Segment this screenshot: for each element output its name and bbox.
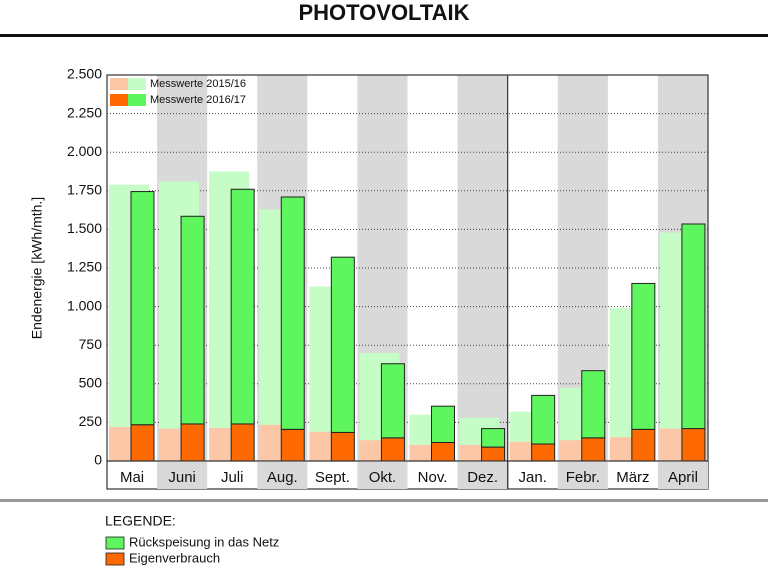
bar-segment bbox=[681, 428, 706, 462]
x-tick-label: Juli bbox=[221, 469, 244, 486]
bar-segment bbox=[130, 424, 155, 462]
band-shade bbox=[457, 462, 508, 489]
legend-swatch bbox=[110, 94, 128, 106]
y-tick-label: 0 bbox=[94, 452, 102, 468]
x-tick-label: Dez. bbox=[467, 469, 498, 486]
bar-segment bbox=[681, 223, 706, 430]
footer-rule bbox=[0, 499, 768, 502]
bar-segment bbox=[330, 256, 355, 433]
band-shade bbox=[357, 462, 408, 489]
bar-segment bbox=[631, 282, 656, 430]
x-tick-label: Juni bbox=[168, 469, 196, 486]
bar-segment bbox=[431, 441, 455, 462]
y-axis-label: Endenergie [kWh/mth.] bbox=[29, 197, 45, 339]
title-rule bbox=[0, 34, 768, 37]
x-tick-label: Okt. bbox=[369, 469, 397, 486]
x-tick-label: Nov. bbox=[418, 469, 448, 486]
band-shade bbox=[657, 462, 708, 489]
y-tick-label: 2.250 bbox=[67, 104, 102, 120]
band-shade bbox=[257, 462, 308, 489]
legend-label: Rückspeisung in das Netz bbox=[129, 534, 279, 549]
x-tick-label: Mai bbox=[120, 469, 144, 486]
bar-segment bbox=[130, 191, 155, 426]
bar-segment bbox=[230, 188, 255, 425]
legend-swatch bbox=[110, 78, 128, 90]
legend-swatch bbox=[128, 78, 146, 90]
legend-swatch bbox=[105, 536, 125, 550]
bar-segment bbox=[330, 431, 355, 462]
band-shade bbox=[557, 462, 608, 489]
chart-title: PHOTOVOLTAIK bbox=[298, 0, 469, 25]
x-tick-label: Jan. bbox=[519, 469, 547, 486]
x-tick-label: Febr. bbox=[566, 469, 600, 486]
bar-segment bbox=[581, 370, 606, 439]
bar-segment bbox=[531, 394, 556, 445]
band-shade bbox=[157, 462, 208, 489]
bar-segment bbox=[280, 428, 305, 462]
x-tick-label: Aug. bbox=[267, 469, 298, 486]
bar-segment bbox=[431, 405, 455, 443]
bar-segment bbox=[631, 428, 656, 462]
legend-swatch bbox=[105, 552, 125, 566]
bar-segment bbox=[481, 428, 506, 448]
x-tick-label: März bbox=[616, 469, 649, 486]
legend-title: LEGENDE: bbox=[105, 513, 176, 529]
bar-segment bbox=[481, 446, 506, 462]
bar-segment bbox=[380, 363, 405, 439]
y-tick-label: 1.750 bbox=[67, 182, 102, 198]
y-tick-label: 500 bbox=[79, 375, 103, 391]
x-tick-label: Sept. bbox=[315, 469, 350, 486]
bar-segment bbox=[180, 423, 205, 462]
y-tick-label: 2.500 bbox=[67, 66, 102, 82]
bar-segment bbox=[180, 215, 205, 425]
y-tick-label: 750 bbox=[79, 336, 103, 352]
y-tick-label: 1.250 bbox=[67, 259, 102, 275]
legend-label: Messwerte 2015/16 bbox=[150, 78, 246, 90]
bar-segment bbox=[581, 437, 606, 462]
bar-segment bbox=[531, 443, 556, 462]
legend-swatch bbox=[128, 94, 146, 106]
x-tick-label: April bbox=[668, 469, 698, 486]
legend-label: Messwerte 2016/17 bbox=[150, 94, 246, 106]
y-tick-label: 250 bbox=[79, 413, 103, 429]
y-tick-label: 1.500 bbox=[67, 220, 102, 236]
bar-segment bbox=[280, 196, 305, 430]
bar-segment bbox=[380, 437, 405, 462]
y-tick-label: 2.000 bbox=[67, 143, 102, 159]
legend-label: Eigenverbrauch bbox=[129, 550, 220, 565]
bar-segment bbox=[230, 423, 255, 462]
y-tick-label: 1.000 bbox=[67, 297, 102, 313]
